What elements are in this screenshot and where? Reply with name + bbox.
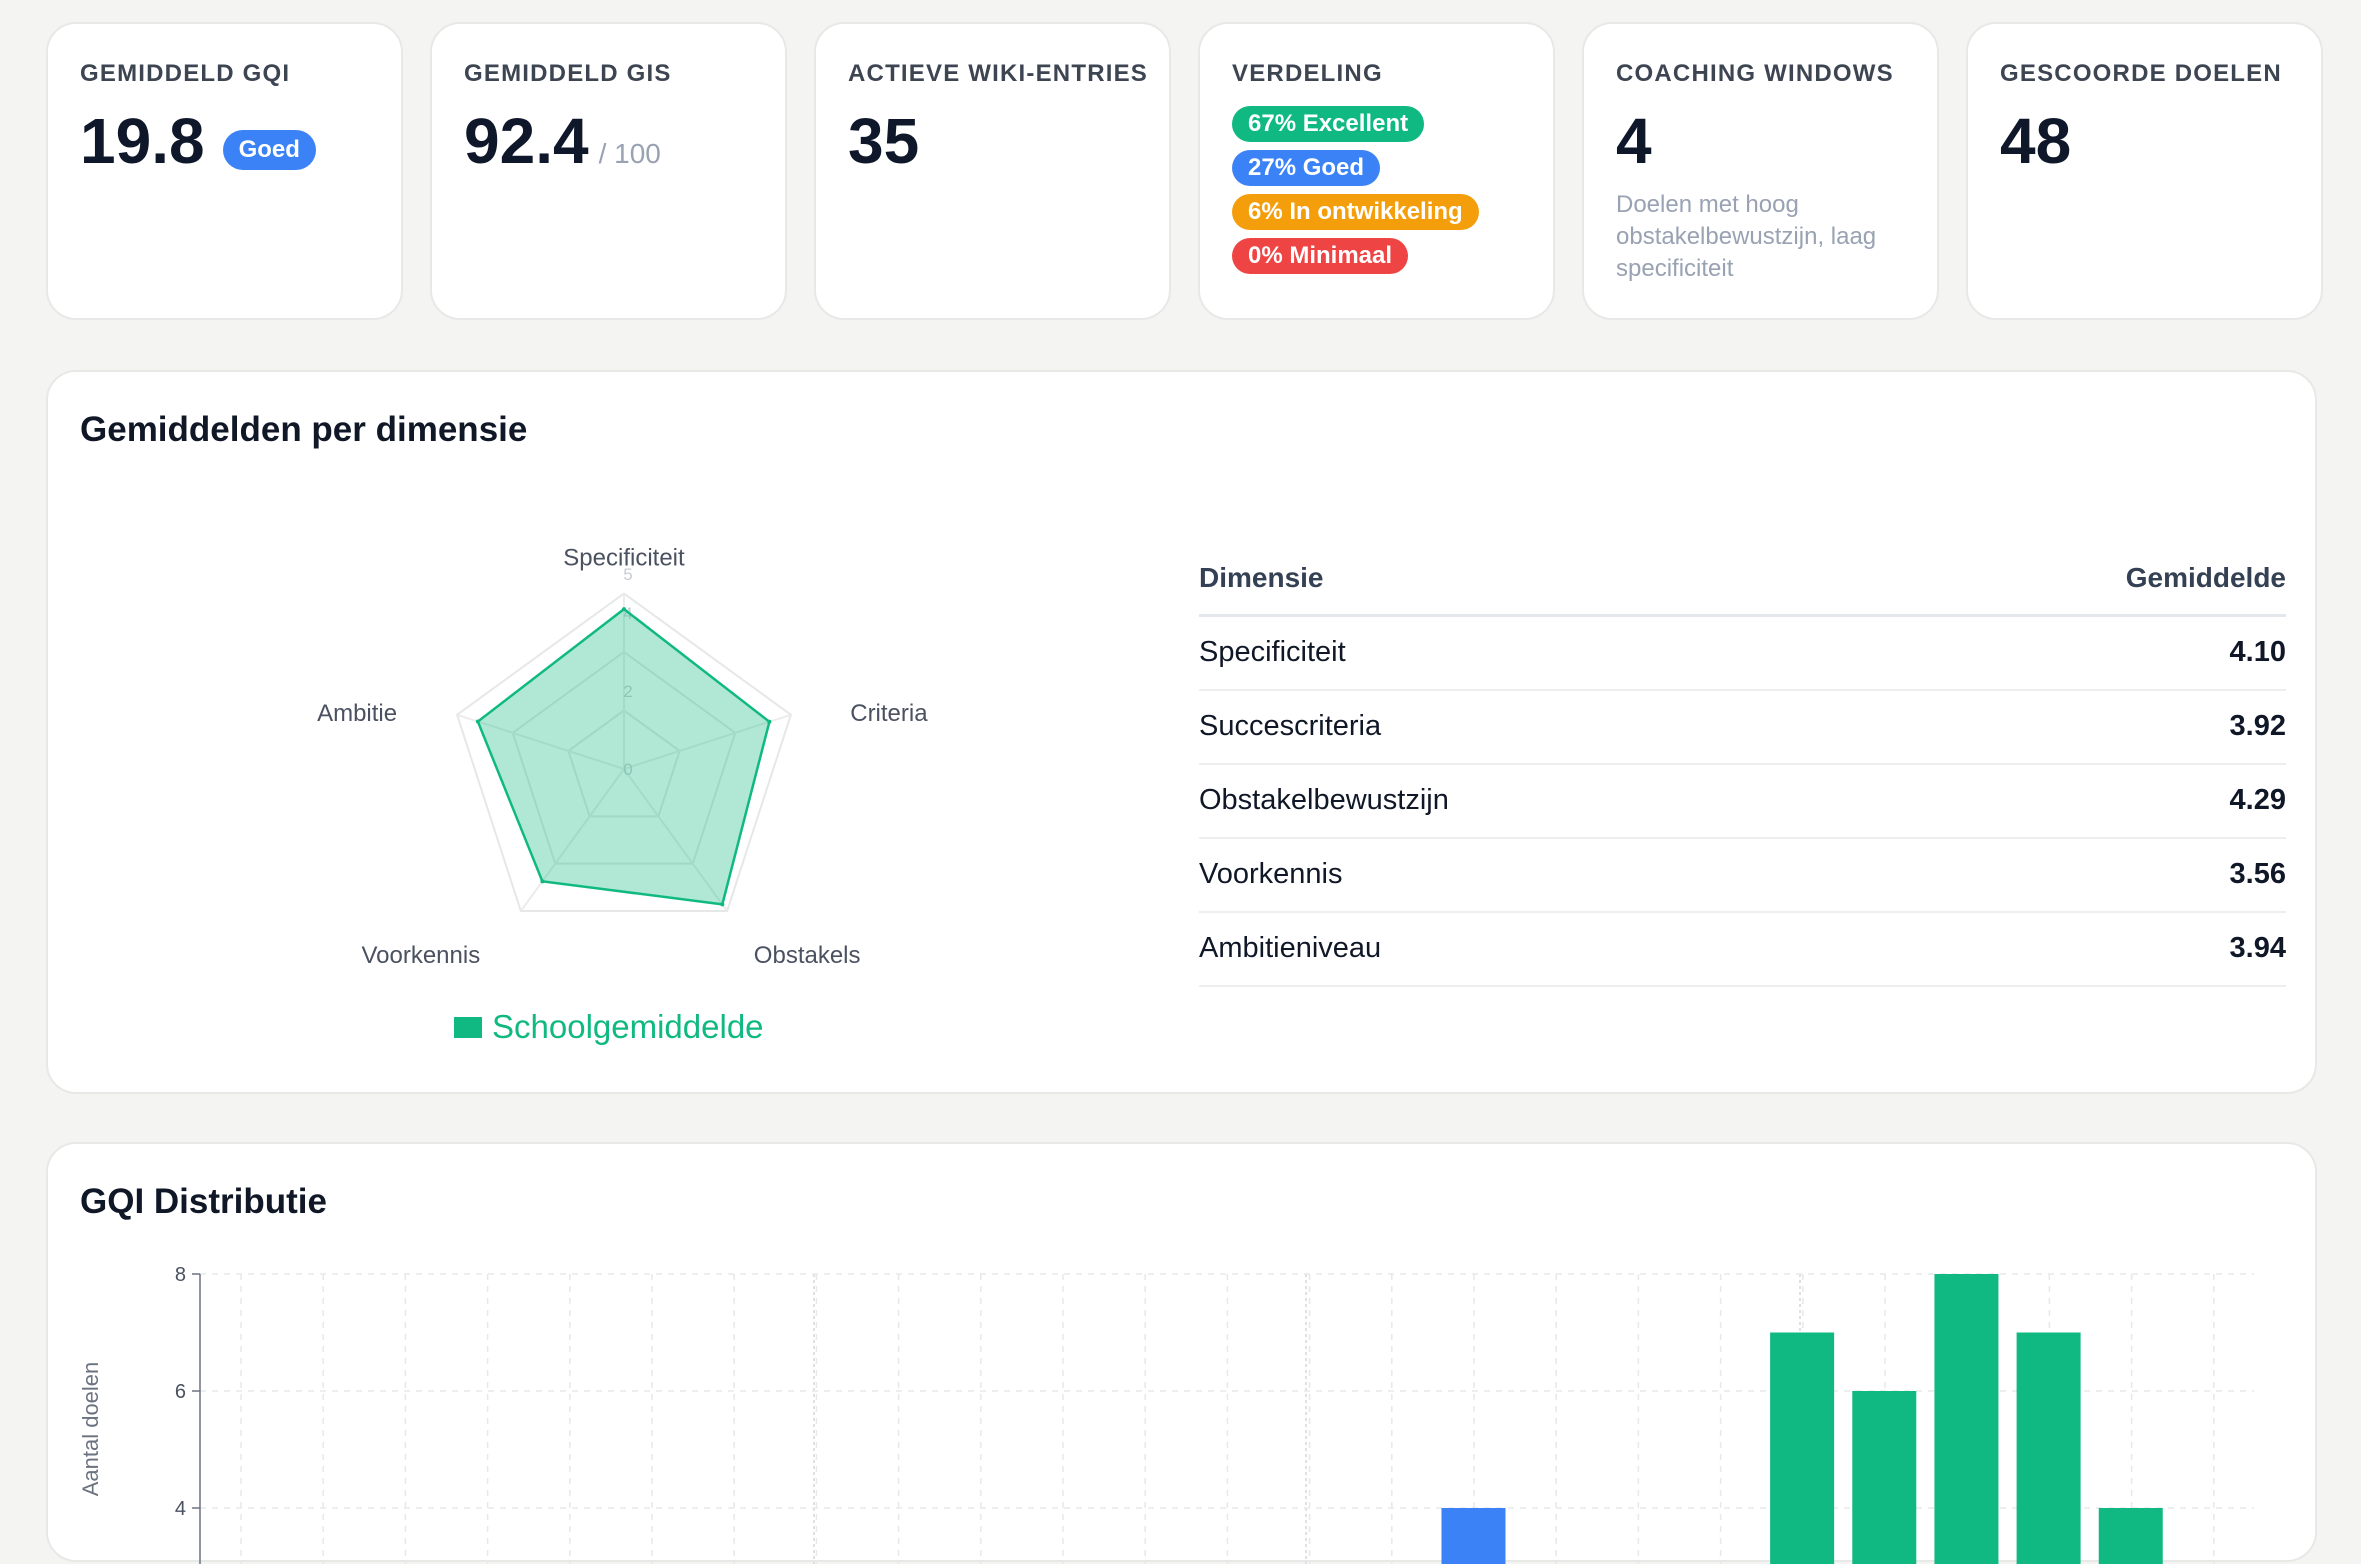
distribution-badge: 6% In ontwikkeling	[1232, 194, 1479, 230]
y-tick-label: 4	[175, 1498, 186, 1520]
radar-axis-label: Obstakels	[754, 942, 861, 969]
distribution-badge: 27% Goed	[1232, 150, 1380, 186]
dimension-name: Obstakelbewustzijn	[1199, 764, 1861, 838]
stat-value: 92.4	[464, 108, 589, 175]
radar-axis-label: Criteria	[850, 700, 928, 727]
stat-note: Doelen met hoog obstakelbewustzijn, laag…	[1616, 189, 1916, 285]
dimension-name: Ambitieniveau	[1199, 912, 1861, 986]
distribution-badge: 0% Minimaal	[1232, 238, 1408, 274]
stat-label: VERDELING	[1232, 60, 1521, 88]
radar-legend[interactable]: Schoolgemiddelde	[454, 1008, 764, 1046]
stat-card-goals: GESCOORDE DOELEN 48	[1966, 22, 2323, 320]
stat-value: 35	[848, 108, 919, 175]
bar	[2017, 1333, 2081, 1564]
stat-label: GEMIDDELD GQI	[80, 60, 369, 88]
table-header-row: Dimensie Gemiddelde	[1199, 562, 2286, 616]
y-tick-label: 6	[175, 1381, 186, 1403]
table-row: Succescriteria 3.92	[1199, 690, 2286, 764]
dimension-value: 3.92	[1861, 690, 2286, 764]
column-header: Dimensie	[1199, 562, 1861, 616]
column-header: Gemiddelde	[1861, 562, 2286, 616]
dimension-name: Succescriteria	[1199, 690, 1861, 764]
stat-card-gqi: GEMIDDELD GQI 19.8 Goed	[46, 22, 403, 320]
radar-point	[540, 879, 544, 883]
radar-axis-label: Ambitie	[317, 700, 397, 727]
bar	[1770, 1333, 1834, 1564]
bar	[1934, 1274, 1998, 1564]
dimension-value: 4.29	[1861, 764, 2286, 838]
stat-card-wiki: ACTIEVE WIKI-ENTRIES 35	[814, 22, 1171, 320]
stat-card-gis: GEMIDDELD GIS 92.4 / 100	[430, 22, 787, 320]
stat-value: 48	[2000, 108, 2071, 175]
radar-axis-label: Voorkennis	[361, 942, 480, 969]
dimension-value: 3.94	[1861, 912, 2286, 986]
status-badge: Goed	[223, 130, 316, 170]
stat-card-coaching: COACHING WINDOWS 4 Doelen met hoog obsta…	[1582, 22, 1939, 320]
stat-label: GESCOORDE DOELEN	[2000, 60, 2289, 88]
dimension-name: Voorkennis	[1199, 838, 1861, 912]
table-row: Voorkennis 3.56	[1199, 838, 2286, 912]
radar-point	[622, 607, 626, 611]
radar-point	[767, 720, 771, 724]
table-row: Obstakelbewustzijn 4.29	[1199, 764, 2286, 838]
table-row: Ambitieniveau 3.94	[1199, 912, 2286, 986]
stat-label: GEMIDDELD GIS	[464, 60, 753, 88]
stat-label: ACTIEVE WIKI-ENTRIES	[848, 60, 1137, 88]
stat-card-distribution: VERDELING 67% Excellent 27% Goed 6% In o…	[1198, 22, 1555, 320]
stat-value: 19.8	[80, 108, 205, 175]
stat-suffix: / 100	[599, 138, 661, 170]
bar	[2099, 1508, 2163, 1564]
radar-point	[720, 902, 724, 906]
bar	[1441, 1508, 1505, 1564]
dimension-table: Dimensie Gemiddelde Specificiteit 4.10 S…	[1199, 562, 2286, 987]
stat-label: COACHING WINDOWS	[1616, 60, 1905, 88]
stat-value: 4	[1616, 108, 1652, 175]
dimension-value: 4.10	[1861, 616, 2286, 690]
y-tick-label: 8	[175, 1264, 186, 1286]
y-axis-label: Aantal doelen	[78, 1362, 103, 1497]
legend-swatch	[454, 1017, 482, 1038]
dimension-name: Specificiteit	[1199, 616, 1861, 690]
table-row: Specificiteit 4.10	[1199, 616, 2286, 690]
radar-axis-label: Specificiteit	[563, 545, 685, 572]
distribution-badges: 67% Excellent 27% Goed 6% In ontwikkelin…	[1232, 106, 1521, 274]
radar-series-area	[478, 609, 770, 904]
stats-row: GEMIDDELD GQI 19.8 Goed GEMIDDELD GIS 92…	[46, 22, 2323, 320]
distribution-badge: 67% Excellent	[1232, 106, 1424, 142]
bar	[1852, 1391, 1916, 1564]
gqi-bar-chart: 4 6 8 Aantal doelen	[48, 1144, 2319, 1564]
legend-label: Schoolgemiddelde	[492, 1008, 764, 1046]
dimension-value: 3.56	[1861, 838, 2286, 912]
radar-chart: 0245SpecificiteitCriteriaObstakelsVoorke…	[48, 372, 1148, 1092]
radar-point	[476, 720, 480, 724]
